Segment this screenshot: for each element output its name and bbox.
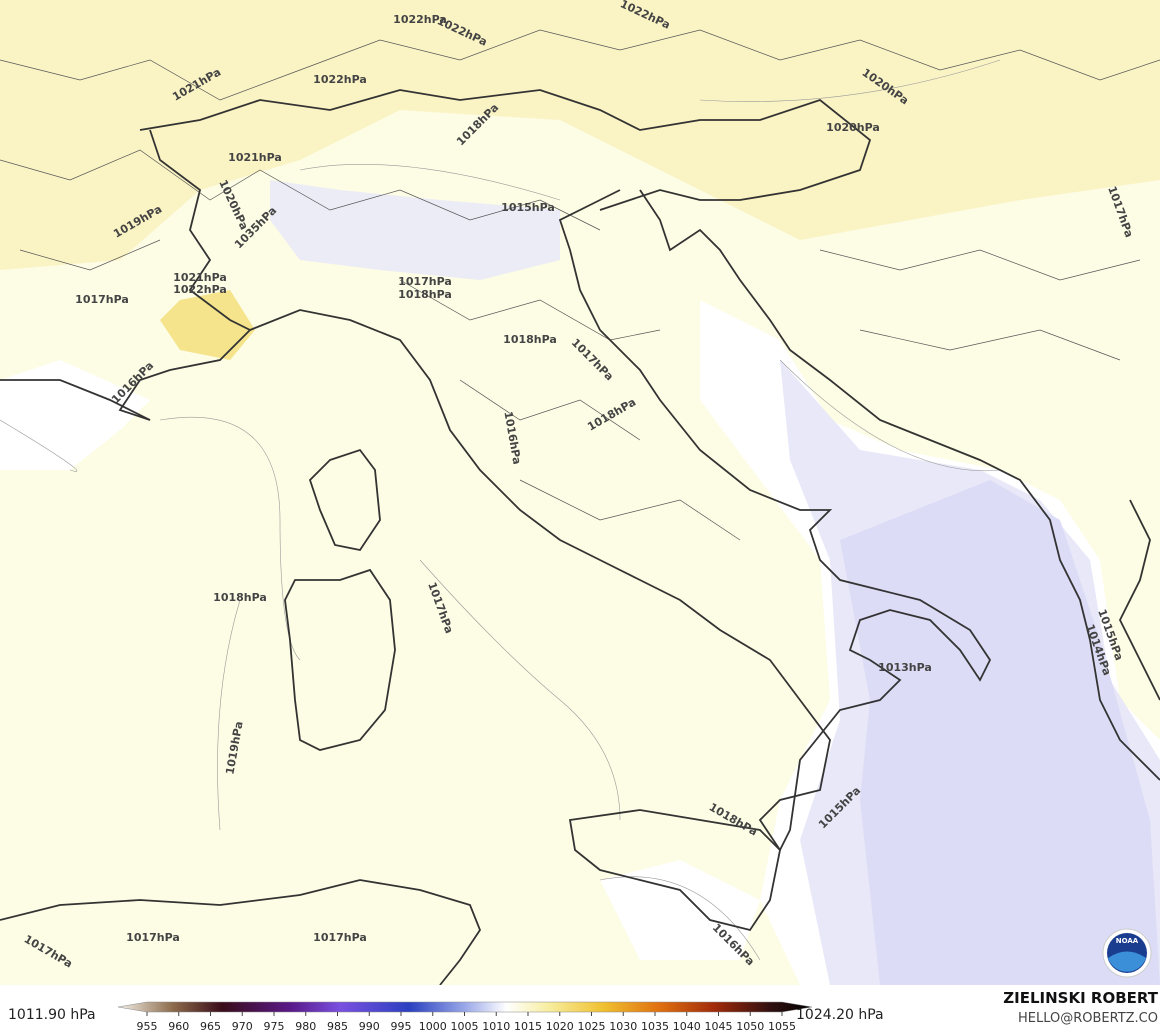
contour-label: 1022hPa [313, 73, 367, 86]
colorbar-tick-label: 990 [359, 1020, 380, 1033]
colorbar-tick-label: 1050 [736, 1020, 764, 1033]
pressure-field [0, 0, 1160, 985]
contour-label: 1021hPa [228, 151, 282, 164]
colorbar-tick-label: 965 [200, 1020, 221, 1033]
contour-label: 1022hPa [393, 13, 447, 26]
colorbar-tick-label: 985 [327, 1020, 348, 1033]
colorbar-tick-label: 1045 [705, 1020, 733, 1033]
colorbar-tick-label: 1015 [514, 1020, 542, 1033]
colorbar-tick-label: 980 [295, 1020, 316, 1033]
colorbar-tick-label: 1020 [546, 1020, 574, 1033]
contour-label: 1022hPa [173, 283, 227, 296]
isobars [0, 59, 1001, 961]
contour-label: 1020hPa [826, 121, 880, 134]
colorbar-tick-label: 1035 [641, 1020, 669, 1033]
colorbar-tick-label: 1000 [419, 1020, 447, 1033]
contour-label: 1017hPa [75, 293, 129, 306]
colorbar-tick-label: 955 [137, 1020, 158, 1033]
colorbar-tick-label: 960 [168, 1020, 189, 1033]
colorbar: 1011.90 hPa 1024.20 hPa 955 960 965 970 975 9… [8, 1001, 884, 1033]
colorbar-tick-label: 1025 [578, 1020, 606, 1033]
contour-label: 1021hPa [173, 271, 227, 284]
contour-label: 1015hPa [501, 201, 555, 214]
contour-label: 1017hPa [313, 931, 367, 944]
colorbar-tick-label: 1030 [609, 1020, 637, 1033]
contour-label: 1018hPa [503, 333, 557, 346]
logo-text: NOAA [1116, 937, 1139, 945]
colorbar-max: 1024.20 hPa [796, 1007, 884, 1023]
contour-label: 1018hPa [213, 591, 267, 604]
colorbar-tick-label: 1005 [451, 1020, 479, 1033]
colorbar-tick-label: 995 [391, 1020, 412, 1033]
colorbar-tick-label: 1010 [482, 1020, 510, 1033]
contour-label: 1013hPa [878, 661, 932, 674]
contour-label: 1018hPa [398, 288, 452, 301]
colorbar-tick-label: 1055 [768, 1020, 796, 1033]
borders [0, 29, 1160, 986]
noaa-logo: NOAA [1102, 928, 1152, 978]
colorbar-tick-label: 975 [264, 1020, 285, 1033]
colorbar-min: 1011.90 hPa [8, 1007, 96, 1023]
author: ZIELINSKI ROBERT [1003, 989, 1158, 1007]
colorbar-ramp [117, 1001, 813, 1013]
email: HELLO@ROBERTZ.CO [1018, 1011, 1158, 1026]
contour-label: 1017hPa [398, 275, 452, 288]
colorbar-tick-label: 1040 [673, 1020, 701, 1033]
contour-label: 1017hPa [126, 931, 180, 944]
colorbar-tick-label: 970 [232, 1020, 253, 1033]
